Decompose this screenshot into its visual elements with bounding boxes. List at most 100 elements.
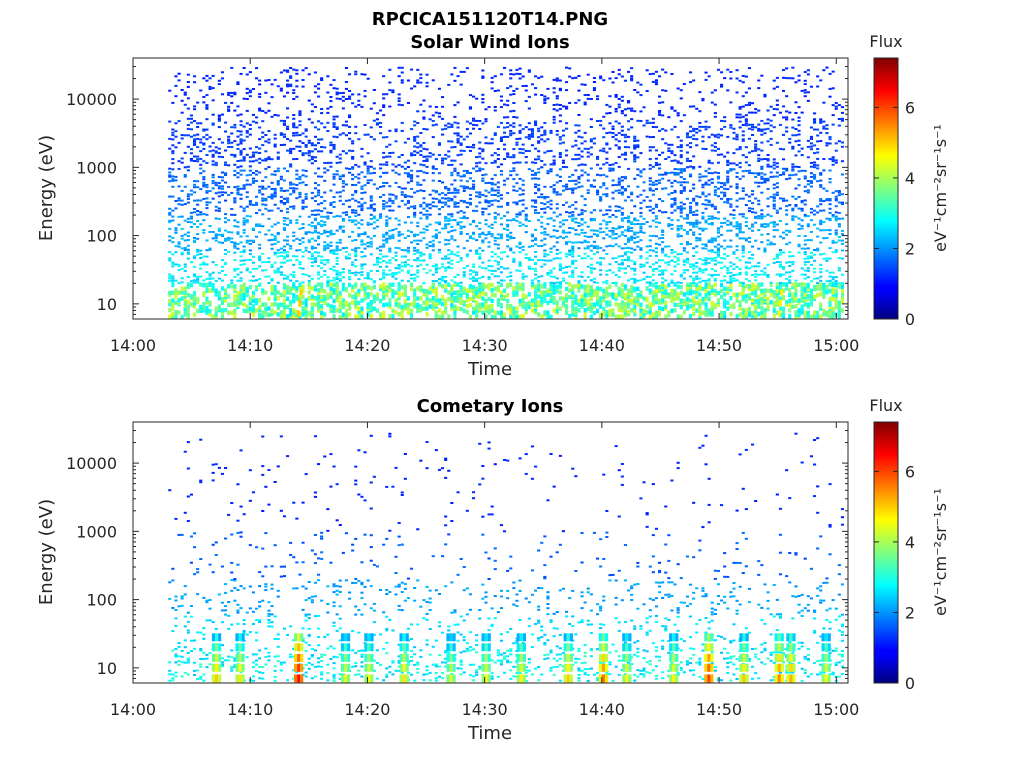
flux-cell bbox=[791, 195, 795, 198]
flux-cell bbox=[220, 269, 224, 272]
flux-cell bbox=[692, 167, 696, 170]
flux-cell bbox=[183, 296, 187, 302]
flux-cell bbox=[196, 137, 200, 140]
flux-cell bbox=[276, 255, 280, 258]
flux-cell bbox=[456, 245, 460, 248]
flux-cell bbox=[800, 209, 804, 212]
flux-cell bbox=[447, 239, 451, 242]
flux-cell bbox=[205, 183, 209, 186]
flux-cell bbox=[276, 183, 280, 186]
flux-cell bbox=[248, 156, 252, 159]
flux-cell bbox=[822, 200, 826, 203]
flux-cell bbox=[806, 183, 810, 186]
flux-cell bbox=[360, 306, 364, 311]
flux-cell bbox=[592, 229, 596, 232]
flux-cell bbox=[651, 282, 655, 288]
flux-cell bbox=[282, 229, 286, 231]
flux-cell bbox=[273, 173, 277, 176]
flux-cell bbox=[565, 286, 569, 292]
flux-cell bbox=[785, 199, 789, 202]
flux-cell bbox=[295, 288, 299, 293]
flux-cell bbox=[447, 223, 451, 226]
flux-cell bbox=[803, 175, 807, 178]
flux-cell bbox=[264, 167, 268, 170]
flux-cell bbox=[738, 268, 742, 270]
flux-cell bbox=[459, 281, 463, 284]
flux-cell bbox=[689, 209, 693, 212]
flux-cell bbox=[286, 138, 290, 140]
flux-cell bbox=[797, 217, 801, 220]
flux-cell bbox=[258, 126, 262, 129]
flux-cell bbox=[233, 140, 237, 143]
flux-cell bbox=[760, 223, 764, 226]
flux-cell bbox=[242, 249, 246, 252]
flux-cell bbox=[775, 186, 779, 189]
flux-cell bbox=[565, 304, 569, 309]
flux-cell bbox=[639, 255, 643, 258]
flux-cell bbox=[698, 227, 702, 230]
flux-cell bbox=[276, 221, 280, 224]
flux-cell bbox=[419, 217, 423, 220]
flux-cell bbox=[496, 247, 500, 250]
flux-cell bbox=[437, 308, 441, 313]
flux-cell bbox=[351, 300, 355, 305]
flux-cell bbox=[726, 255, 730, 257]
flux-cell bbox=[778, 197, 782, 200]
flux-cell bbox=[735, 185, 739, 188]
flux-cell bbox=[183, 306, 187, 312]
flux-cell bbox=[304, 152, 308, 155]
flux-cell bbox=[710, 250, 714, 253]
flux-cell bbox=[496, 237, 500, 240]
flux-cell bbox=[304, 193, 308, 196]
flux-cell bbox=[493, 243, 497, 246]
flux-cell bbox=[251, 154, 255, 156]
flux-cell bbox=[633, 308, 637, 313]
flux-cell bbox=[475, 273, 479, 276]
flux-cell bbox=[704, 181, 708, 184]
flux-cell bbox=[642, 296, 646, 301]
flux-cell bbox=[487, 231, 491, 233]
flux-cell bbox=[329, 282, 333, 287]
flux-cell bbox=[220, 233, 224, 236]
flux-cell bbox=[599, 269, 603, 272]
flux-cell bbox=[233, 154, 237, 157]
flux-cell bbox=[366, 275, 370, 278]
flux-cell bbox=[518, 213, 522, 216]
flux-cell bbox=[372, 203, 376, 206]
flux-cell bbox=[478, 167, 482, 170]
flux-cell bbox=[729, 282, 733, 288]
flux-cell bbox=[540, 259, 544, 262]
flux-cell bbox=[555, 241, 559, 244]
flux-cell bbox=[608, 169, 612, 172]
flux-cell bbox=[676, 168, 680, 171]
flux-cell bbox=[710, 217, 714, 220]
flux-cell bbox=[174, 200, 178, 202]
flux-cell bbox=[518, 177, 522, 180]
flux-cell bbox=[729, 203, 733, 206]
flux-cell bbox=[388, 217, 392, 220]
flux-cell bbox=[186, 308, 190, 313]
flux-cell bbox=[437, 180, 441, 182]
flux-cell bbox=[276, 269, 280, 272]
flux-cell bbox=[264, 207, 268, 210]
flux-cell bbox=[772, 235, 776, 238]
flux-cell bbox=[540, 298, 544, 303]
flux-cell bbox=[707, 183, 711, 186]
flux-cell bbox=[661, 273, 665, 276]
flux-cell bbox=[527, 267, 531, 270]
flux-cell bbox=[292, 298, 296, 304]
flux-cell bbox=[298, 191, 302, 194]
flux-cell bbox=[620, 259, 624, 262]
flux-cell bbox=[403, 255, 407, 258]
flux-cell bbox=[741, 237, 745, 240]
flux-cell bbox=[372, 281, 376, 284]
flux-cell bbox=[738, 292, 742, 297]
flux-cell bbox=[313, 148, 317, 151]
flux-cell bbox=[611, 245, 615, 248]
flux-cell bbox=[785, 178, 789, 181]
flux-cell bbox=[304, 205, 308, 208]
flux-cell bbox=[834, 215, 838, 218]
flux-cell bbox=[450, 302, 454, 308]
flux-cell bbox=[518, 286, 522, 292]
flux-cell bbox=[676, 284, 680, 289]
